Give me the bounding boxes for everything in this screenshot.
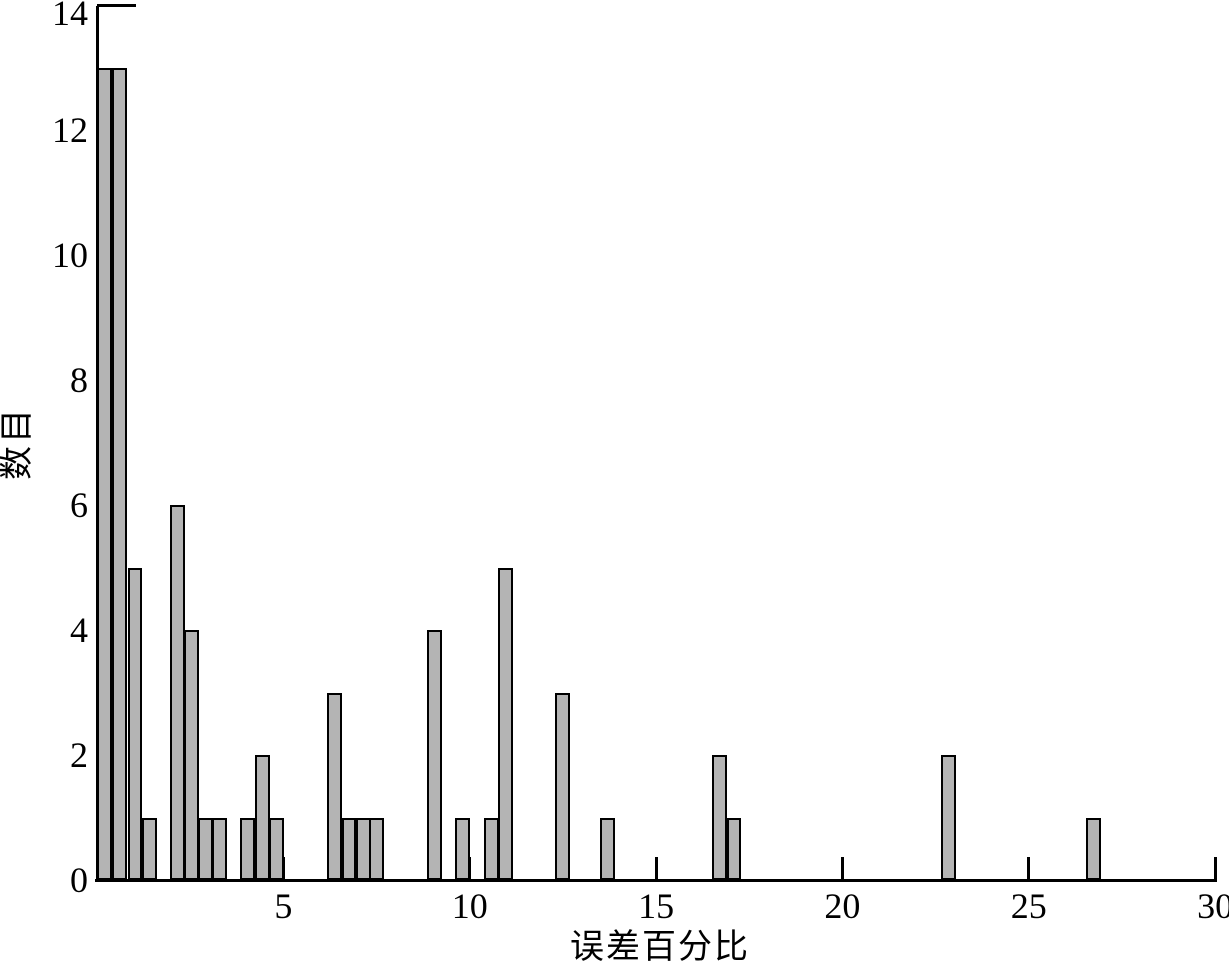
x-tick-mark: [1027, 857, 1031, 880]
x-tick-label: 5: [274, 886, 293, 926]
y-tick-label: 10: [52, 235, 88, 275]
histogram-bar: [184, 630, 200, 880]
x-tick-label: 15: [638, 886, 675, 926]
histogram-bar: [97, 67, 112, 880]
histogram-bar: [212, 817, 228, 880]
x-tick-label: 30: [1197, 886, 1229, 926]
y-tick-label: 6: [70, 485, 88, 525]
x-tick-label: 20: [824, 886, 861, 926]
histogram-bar: [427, 630, 443, 880]
histogram-bar: [726, 817, 742, 880]
histogram-bar: [240, 817, 255, 880]
histogram-bar: [112, 67, 128, 880]
histogram-bar: [142, 817, 157, 880]
x-tick-mark: [840, 857, 844, 880]
x-tick-label: 25: [1010, 886, 1047, 926]
histogram-bar: [254, 755, 270, 880]
histogram-bar: [355, 817, 371, 880]
y-tick-mark: [97, 3, 136, 7]
histogram-bar: [327, 692, 342, 880]
y-tick-label: 8: [70, 360, 88, 400]
histogram-bar: [1086, 817, 1101, 880]
histogram-bar: [712, 755, 727, 880]
histogram-bar: [369, 817, 385, 880]
y-axis-title: 数目: [0, 406, 36, 480]
y-tick-label: 0: [70, 860, 88, 900]
x-tick-mark: [1213, 857, 1217, 880]
histogram-bar: [600, 817, 615, 880]
y-tick-label: 14: [52, 0, 88, 33]
y-tick-label: 12: [52, 110, 88, 150]
y-tick-label: 2: [70, 735, 88, 775]
x-axis-line: [95, 879, 1218, 882]
histogram-bar: [483, 817, 499, 880]
x-tick-mark: [654, 857, 658, 880]
histogram-bar: [170, 505, 185, 880]
y-tick-label: 4: [70, 610, 88, 650]
histogram-bar: [555, 692, 570, 880]
histogram-bar: [455, 817, 471, 880]
histogram-bar: [941, 755, 957, 880]
x-tick-label: 10: [451, 886, 488, 926]
histogram-bar: [341, 817, 357, 880]
histogram-bar: [198, 817, 214, 880]
y-axis-line: [95, 6, 99, 882]
x-axis-title: 误差百分比: [570, 929, 750, 966]
histogram-bar: [127, 567, 143, 880]
histogram-bar: [268, 817, 284, 880]
histogram-bar: [498, 567, 514, 880]
